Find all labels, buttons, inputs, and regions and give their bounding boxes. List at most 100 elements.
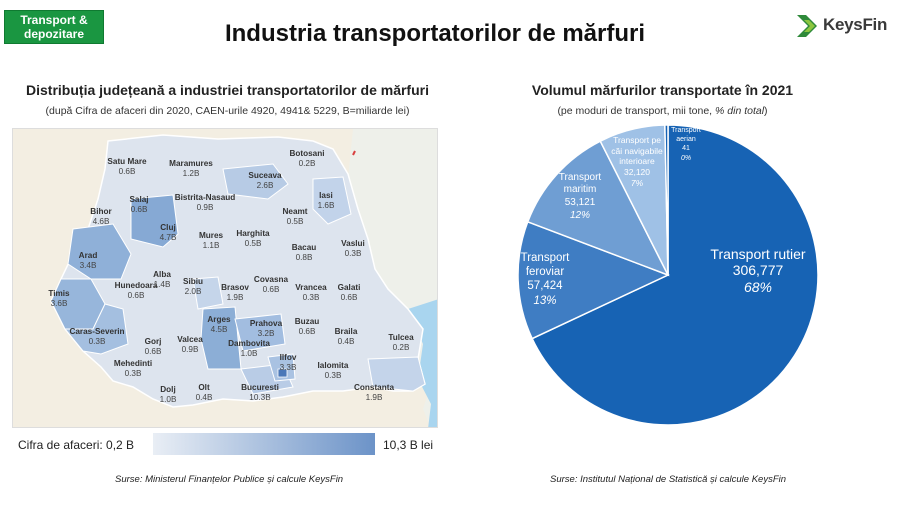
county-name: Harghita (236, 229, 270, 238)
county-label-constanta: Constanta 1.9B (354, 383, 394, 403)
pie-subtitle-italic: % din total (715, 105, 765, 117)
pie-label-percent: 7% (630, 178, 644, 188)
county-label-braila: Braila 0.4B (335, 327, 358, 347)
county-name: Galati (337, 283, 361, 292)
county-value: 0.5B (286, 217, 304, 226)
county-value: 2.6B (256, 181, 274, 190)
county-label-timis: Timis 3.6B (48, 289, 69, 309)
pie-label-percent: 68% (743, 279, 773, 295)
county-name: Neamt (282, 207, 308, 216)
county-label-arad: Arad 3.4B (79, 251, 98, 271)
pie-label-name: Transport rutier (710, 246, 806, 262)
pie-section-title: Volumul mărfurilor transportate în 2021 (531, 82, 794, 98)
county-label-ialomita: Ialomita 0.3B (318, 361, 349, 381)
county-label-hunedoara: Hunedoara 0.6B (115, 281, 158, 301)
county-label-bacau: Bacau 0.8B (292, 243, 317, 263)
county-value: 10.3B (249, 393, 271, 402)
county-value: 1.0B (159, 395, 177, 404)
county-value: 0.4B (195, 393, 213, 402)
county-name: Covasna (253, 275, 289, 284)
county-value: 0.6B (262, 285, 280, 294)
county-label-neamt: Neamt 0.5B (282, 207, 307, 227)
county-value: 0.6B (118, 167, 136, 176)
legend-color-scale (153, 433, 375, 455)
county-value: 0.9B (181, 345, 199, 354)
county-name: Bucuresti (241, 383, 279, 392)
county-name: Botosani (289, 149, 325, 158)
pie-label-value: 306,777 (732, 262, 784, 278)
pie-label-4: Transport aerian 41 0% (666, 126, 706, 164)
pie-subtitle-main: (pe moduri de transport, mii tone, (557, 105, 716, 117)
county-label-tulcea: Tulcea 0.2B (388, 333, 413, 353)
county-label-dambovita: Dambovita 1.0B (228, 339, 270, 359)
pie-label-value: 41 (682, 145, 690, 152)
county-value: 3.6B (50, 299, 68, 308)
county-label-satu-mare: Satu Mare 0.6B (107, 157, 146, 177)
county-name: Vaslui (341, 239, 365, 248)
pie-label-name: Transport aerian (671, 127, 701, 143)
county-label-ilfov: Ilfov 3.3B (280, 353, 297, 373)
pie-slice-1 (517, 220, 670, 340)
pie-label-name: Transport maritim (558, 172, 602, 195)
county-name: Tulcea (388, 333, 414, 342)
pie-label-1: Transport feroviar 57,424 13% (510, 252, 580, 308)
county-name: Constanta (353, 383, 395, 392)
county-name: Dambovita (228, 339, 270, 348)
county-label-covasna: Covasna 0.6B (254, 275, 288, 295)
pie-label-value: 53,121 (564, 197, 596, 208)
county-value: 1.9B (365, 393, 383, 402)
county-name: Braila (334, 327, 358, 336)
county-label-arges: Arges 4.5B (207, 315, 230, 335)
county-name: Prahova (249, 319, 283, 328)
pie-source: Surse: Institutul Național de Statistică… (550, 474, 787, 485)
brand-logo: KeysFin (795, 12, 887, 40)
county-name: Iasi (319, 191, 333, 200)
county-label-bucuresti: Bucuresti 10.3B (241, 383, 279, 403)
county-name: Ilfov (279, 353, 297, 362)
page-title: Industria transportatorilor de mărfuri (224, 20, 646, 47)
county-value: 0.6B (130, 205, 148, 214)
county-name: Bistrita-Nasaud (174, 193, 236, 202)
county-name: Alba (153, 270, 171, 279)
county-name: Bacau (291, 243, 317, 252)
county-label-gorj: Gorj 0.6B (145, 337, 162, 357)
county-value: 1.2B (182, 169, 200, 178)
pie-label-name: Transport feroviar (520, 252, 570, 278)
county-label-vaslui: Vaslui 0.3B (341, 239, 365, 259)
county-name: Mures (198, 231, 224, 240)
county-label-olt: Olt 0.4B (196, 383, 213, 403)
pie-slice-2 (526, 140, 670, 277)
map-section-subtitle: (după Cifra de afaceri din 2020, CAEN-ur… (45, 105, 410, 117)
map-background (50, 129, 437, 427)
pie-label-name: Transport pe căi navigabile interioare (611, 135, 663, 166)
county-label-sibiu: Sibiu 2.0B (183, 277, 203, 297)
category-tag: Transport & depozitare (4, 10, 104, 44)
county-value: 1.0B (240, 349, 258, 358)
county-label-brasov: Brasov 1.9B (221, 283, 249, 303)
pie-label-3: Transport pe căi navigabile interioare 32… (609, 135, 665, 190)
county-value: 4.6B (92, 217, 110, 226)
county-label-maramures: Maramures 1.2B (169, 159, 213, 179)
county-name: Salaj (129, 195, 149, 204)
county-label-prahova: Prahova 3.2B (250, 319, 282, 339)
county-name: Suceava (248, 171, 282, 180)
county-label-botosani: Botosani 0.2B (289, 149, 324, 169)
county-label-iasi: Iasi 1.6B (318, 191, 335, 211)
county-label-bistrita-nasaud: Bistrita-Nasaud 0.9B (175, 193, 236, 213)
county-label-bihor: Bihor 4.6B (90, 207, 111, 227)
county-label-suceava: Suceava 2.6B (248, 171, 281, 191)
pie-label-value: 57,424 (527, 280, 563, 292)
county-value: 3.3B (279, 363, 297, 372)
county-label-mehedinti: Mehedinti 0.3B (114, 359, 152, 379)
county-label-salaj: Salaj 0.6B (129, 195, 148, 215)
county-value: 0.4B (337, 337, 355, 346)
county-value: 2.0B (184, 287, 202, 296)
keysfin-logo-icon (797, 15, 817, 37)
county-value: 0.6B (340, 293, 358, 302)
map-section-title: Distribuția județeană a industriei trans… (26, 82, 429, 98)
county-name: Dolj (160, 385, 176, 394)
pie-subtitle-end: ) (764, 105, 768, 117)
county-value: 0.2B (298, 159, 316, 168)
pie-section-subtitle: (pe moduri de transport, mii tone, % din… (480, 105, 845, 117)
